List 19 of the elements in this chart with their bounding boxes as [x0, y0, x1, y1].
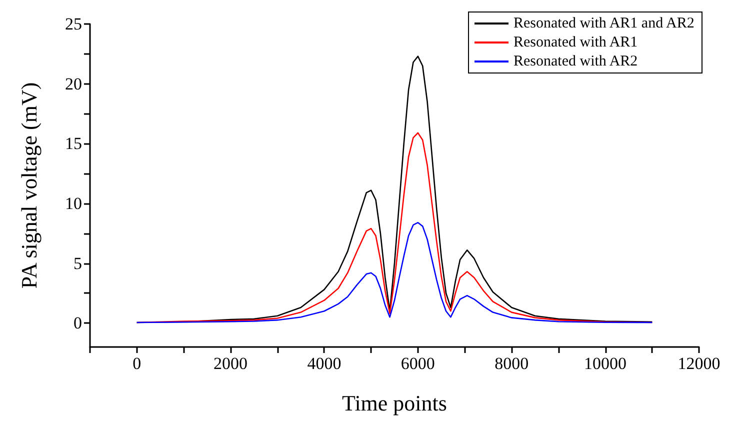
line-series — [136, 222, 653, 324]
y-tick-label: 15 — [65, 134, 82, 154]
legend-label: Resonated with AR1 and AR2 — [514, 16, 694, 32]
x-tick-label: 8000 — [494, 354, 529, 373]
legend-label: Resonated with AR2 — [514, 54, 638, 70]
y-axis-title: PA signal voltage (mV) — [16, 82, 42, 289]
y-tick-label: 5 — [74, 254, 82, 273]
x-axis-title: Time points — [342, 390, 447, 416]
x-tick-label: 10000 — [584, 354, 627, 373]
x-tick-label: 12000 — [678, 354, 720, 373]
x-tick-label: 0 — [132, 354, 142, 373]
y-tick-label: 10 — [65, 194, 82, 213]
legend-label: Resonated with AR1 — [514, 34, 638, 50]
y-tick-label: 25 — [65, 14, 82, 34]
y-tick-label: 20 — [65, 74, 82, 94]
y-tick-label: 0 — [74, 314, 82, 333]
x-tick-label: 2000 — [214, 354, 248, 373]
x-tick-label: 6000 — [400, 354, 435, 373]
x-tick-label: 4000 — [307, 354, 342, 373]
